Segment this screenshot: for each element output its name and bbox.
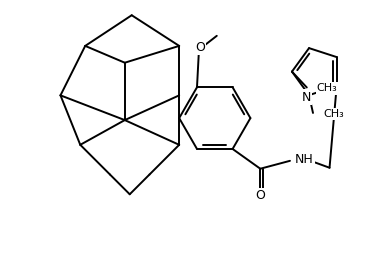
Text: CH₃: CH₃ [317,83,338,93]
Text: CH₃: CH₃ [323,109,344,119]
Text: NH: NH [295,153,314,166]
Text: O: O [255,189,265,202]
Text: N: N [301,91,311,104]
Text: O: O [195,41,205,54]
